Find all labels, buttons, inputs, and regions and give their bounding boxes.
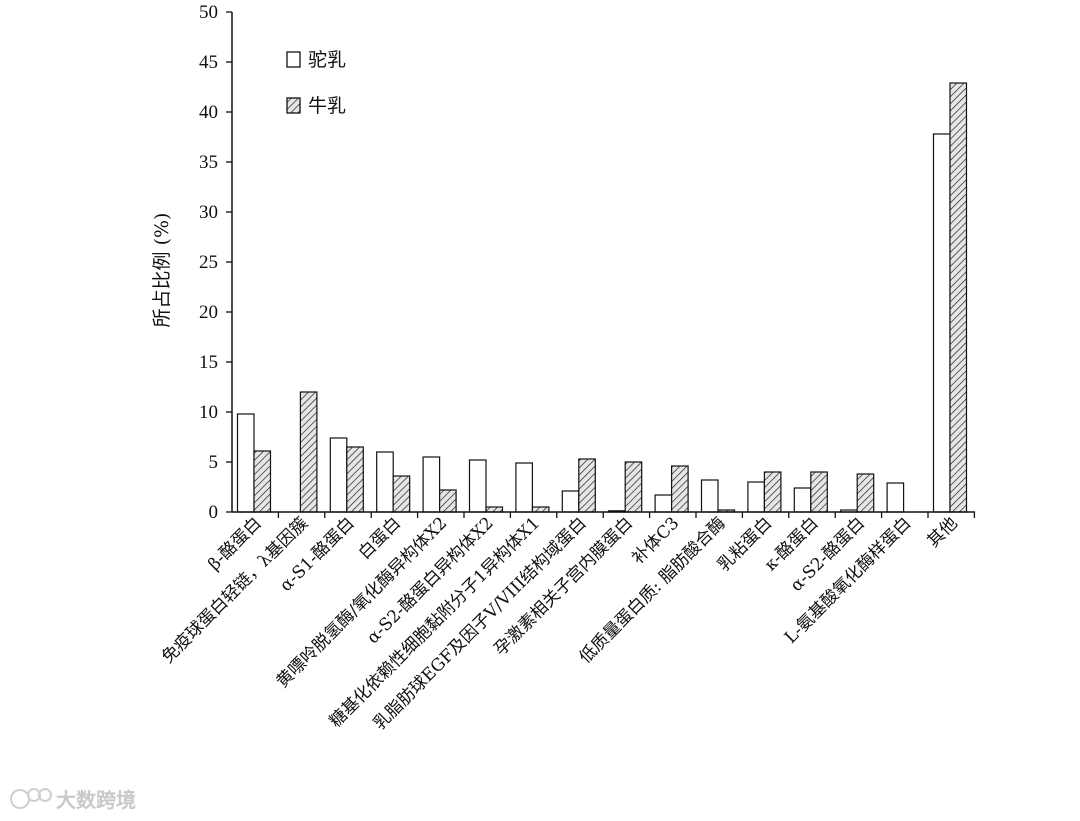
bar-cow-11 xyxy=(763,471,782,513)
y-tick-label: 20 xyxy=(199,302,218,323)
y-tick-label: 45 xyxy=(199,52,218,73)
category-label-15: 其他 xyxy=(924,513,962,551)
bar-camel-2 xyxy=(329,437,348,513)
bar-camel-3 xyxy=(376,451,394,513)
bar-cow-12 xyxy=(810,471,828,513)
bar-camel-14 xyxy=(886,482,905,513)
bar-cow-9 xyxy=(670,465,689,513)
bar-cow-2 xyxy=(346,446,364,513)
bar-camel-12 xyxy=(793,487,812,513)
y-tick-label: 50 xyxy=(199,2,218,23)
y-tick-label: 10 xyxy=(199,402,218,423)
bars-layer xyxy=(236,82,968,513)
y-axis-title: 所占比例 (%) xyxy=(151,213,173,328)
y-tick-label: 30 xyxy=(199,202,218,223)
y-tick-label: 5 xyxy=(209,452,219,473)
y-axis-ticks: 0 5 10 15 20 25 30 35 40 45 50 xyxy=(199,2,232,523)
bar-cow-13 xyxy=(856,473,875,513)
y-tick-label: 25 xyxy=(199,252,218,273)
bar-camel-6 xyxy=(515,462,534,513)
bar-cow-3 xyxy=(392,475,411,513)
watermark-logo-icon xyxy=(10,788,52,809)
legend-swatch-cow xyxy=(286,97,301,114)
bar-cow-4 xyxy=(439,489,457,513)
bar-camel-10 xyxy=(700,479,719,513)
bar-camel-7 xyxy=(561,490,580,513)
legend-label-camel: 驼乳 xyxy=(308,49,346,71)
category-labels: β-酪蛋白免疫球蛋白轻链，λ基因簇α-S1-酪蛋白白蛋白黄嘌呤脱氢酶/氧化酶异构… xyxy=(158,512,976,734)
y-tick-label: 35 xyxy=(199,152,218,173)
bar-camel-4 xyxy=(422,456,441,513)
bar-camel-9 xyxy=(654,494,673,513)
y-tick-label: 0 xyxy=(209,502,219,523)
y-tick-label: 15 xyxy=(199,352,218,373)
bar-cow-7 xyxy=(578,458,596,513)
bar-camel-15 xyxy=(932,133,951,513)
bar-cow-15 xyxy=(949,82,968,513)
watermark: 大数跨境 xyxy=(10,788,136,812)
bar-cow-8 xyxy=(624,461,643,513)
watermark-text: 大数跨境 xyxy=(56,788,136,812)
legend-swatch-camel xyxy=(286,51,301,68)
bar-camel-0 xyxy=(236,413,255,513)
y-tick-label: 40 xyxy=(199,102,218,123)
legend-label-cow: 牛乳 xyxy=(308,95,346,117)
bar-cow-1 xyxy=(299,391,318,513)
legend: 驼乳 牛乳 xyxy=(286,49,346,117)
bar-camel-5 xyxy=(468,459,487,513)
bar-camel-11 xyxy=(747,481,766,513)
bar-cow-0 xyxy=(253,450,272,513)
